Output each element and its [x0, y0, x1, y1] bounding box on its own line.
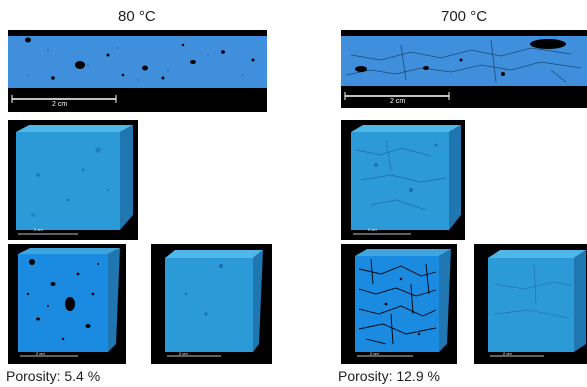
scale-label-80c: 2 cm [52, 101, 67, 108]
title-700c-number: 700 [441, 8, 466, 25]
porosity-80c: Porosity: 5.4 % [6, 368, 100, 384]
slice-80c [8, 30, 267, 112]
render-scale-80c-pores: 2 cm [36, 351, 45, 356]
title-700c-unit: °C [470, 8, 487, 25]
title-80c-unit: °C [139, 8, 156, 25]
render-scale-80c-block: 2 cm [34, 227, 43, 232]
render-80c-slab [151, 244, 272, 364]
render-80c-block [8, 120, 138, 240]
render-700c-pores [341, 244, 457, 364]
slice-700c [341, 30, 587, 108]
render-80c-pores [8, 244, 126, 364]
render-scale-80c-slab: 2 cm [179, 351, 188, 356]
render-700c-block [341, 120, 465, 240]
render-700c-slab [474, 244, 587, 364]
title-700c: 700 °C [441, 8, 487, 25]
render-scale-700c-block: 2 cm [368, 227, 377, 232]
render-scale-700c-slab: 2 cm [503, 351, 512, 356]
porosity-700c: Porosity: 12.9 % [338, 368, 440, 384]
scale-label-700c: 2 cm [390, 98, 405, 105]
render-scale-700c-pores: 2 cm [370, 351, 379, 356]
title-80c: 80 °C [118, 8, 156, 25]
title-80c-number: 80 [118, 8, 135, 25]
